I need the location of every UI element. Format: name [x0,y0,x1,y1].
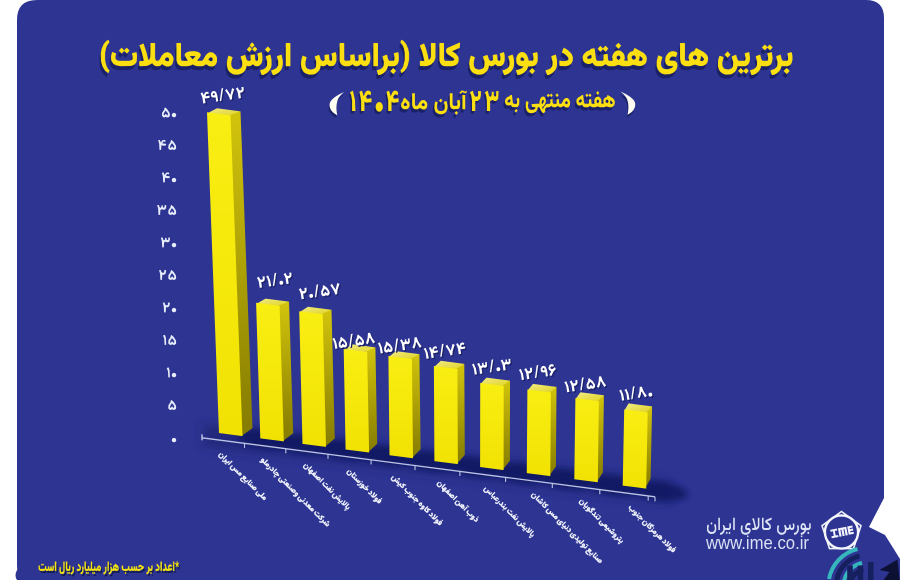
svg-text:www.ime.co.ir: www.ime.co.ir [705,532,809,553]
